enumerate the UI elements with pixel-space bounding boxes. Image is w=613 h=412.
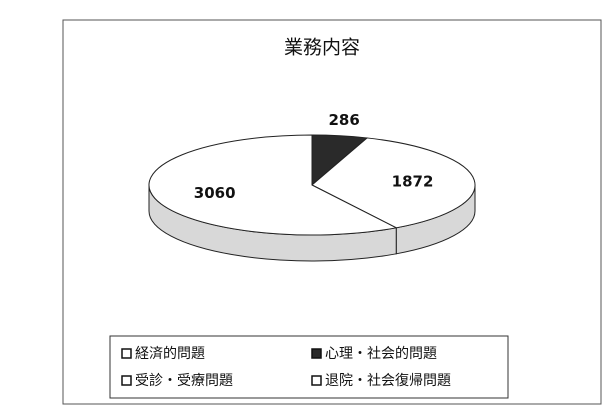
pie — [148, 134, 476, 262]
legend-box — [109, 335, 509, 399]
legend-label: 退院・社会復帰問題 — [325, 372, 451, 389]
legend-swatch — [121, 348, 132, 359]
data-label: 1872 — [392, 172, 434, 190]
slice — [148, 134, 398, 236]
data-label: 3060 — [194, 184, 236, 202]
legend-label: 受診・受療問題 — [135, 372, 233, 389]
legend-swatch — [311, 348, 322, 359]
legend-swatch — [311, 375, 322, 386]
legend-label: 心理・社会的問題 — [325, 346, 437, 362]
legend-label: 経済的問題 — [135, 346, 205, 362]
data-label: 286 — [328, 111, 359, 129]
chart-title: 業務内容 — [284, 37, 360, 59]
legend-swatch — [121, 375, 132, 386]
